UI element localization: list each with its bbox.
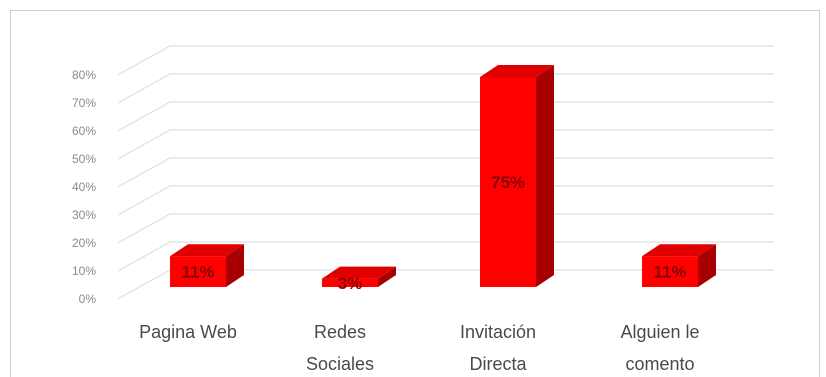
gridline xyxy=(117,129,774,160)
bar-side xyxy=(226,244,244,287)
data-label: 75% xyxy=(491,173,525,192)
category-label: Sociales xyxy=(306,354,374,374)
bar-front xyxy=(642,256,698,287)
data-label: 3% xyxy=(338,274,363,293)
category-label: Invitación xyxy=(460,322,536,342)
y-tick-label: 0% xyxy=(79,292,97,306)
gridline xyxy=(117,101,774,132)
bar-front xyxy=(480,77,536,287)
chart-frame xyxy=(10,10,820,377)
bars: 11% 3% 75% 11% xyxy=(170,65,716,293)
bar: 75% xyxy=(480,65,554,287)
bar-top xyxy=(322,266,396,279)
y-tick-label: 40% xyxy=(72,180,96,194)
y-tick-label: 10% xyxy=(72,264,96,278)
bar: 11% xyxy=(642,244,716,287)
bar: 11% xyxy=(170,244,244,287)
y-tick-label: 20% xyxy=(72,236,96,250)
y-axis-ticks: 0% 10% 20% 30% 40% 50% 60% 70% 80% xyxy=(72,68,96,306)
category-label: Directa xyxy=(469,354,527,374)
data-label: 11% xyxy=(653,263,686,282)
gridline xyxy=(117,241,774,272)
category-label: Redes xyxy=(314,322,366,342)
bar-front xyxy=(322,278,378,287)
gridline xyxy=(117,73,774,104)
gridline xyxy=(117,213,774,244)
category-label: comento xyxy=(625,354,694,374)
bar-top xyxy=(480,65,554,77)
y-tick-label: 60% xyxy=(72,124,96,138)
bar-front xyxy=(170,256,226,287)
y-tick-label: 70% xyxy=(72,96,96,110)
y-tick-label: 30% xyxy=(72,208,96,222)
bar-side xyxy=(536,65,554,287)
category-label: Pagina Web xyxy=(139,322,237,342)
bar-top xyxy=(642,244,716,257)
gridline xyxy=(117,185,774,216)
x-axis-categories: Pagina Web Redes Sociales Invitación Directa… xyxy=(139,322,699,374)
bar: 3% xyxy=(322,266,396,293)
y-tick-label: 80% xyxy=(72,68,96,82)
gridline xyxy=(117,45,774,76)
y-tick-label: 50% xyxy=(72,152,96,166)
category-label: Alguien le xyxy=(620,322,699,342)
bar-top xyxy=(170,244,244,257)
bar-side xyxy=(378,266,396,287)
gridline xyxy=(117,157,774,188)
bar-side xyxy=(698,244,716,287)
data-label: 11% xyxy=(181,263,214,282)
